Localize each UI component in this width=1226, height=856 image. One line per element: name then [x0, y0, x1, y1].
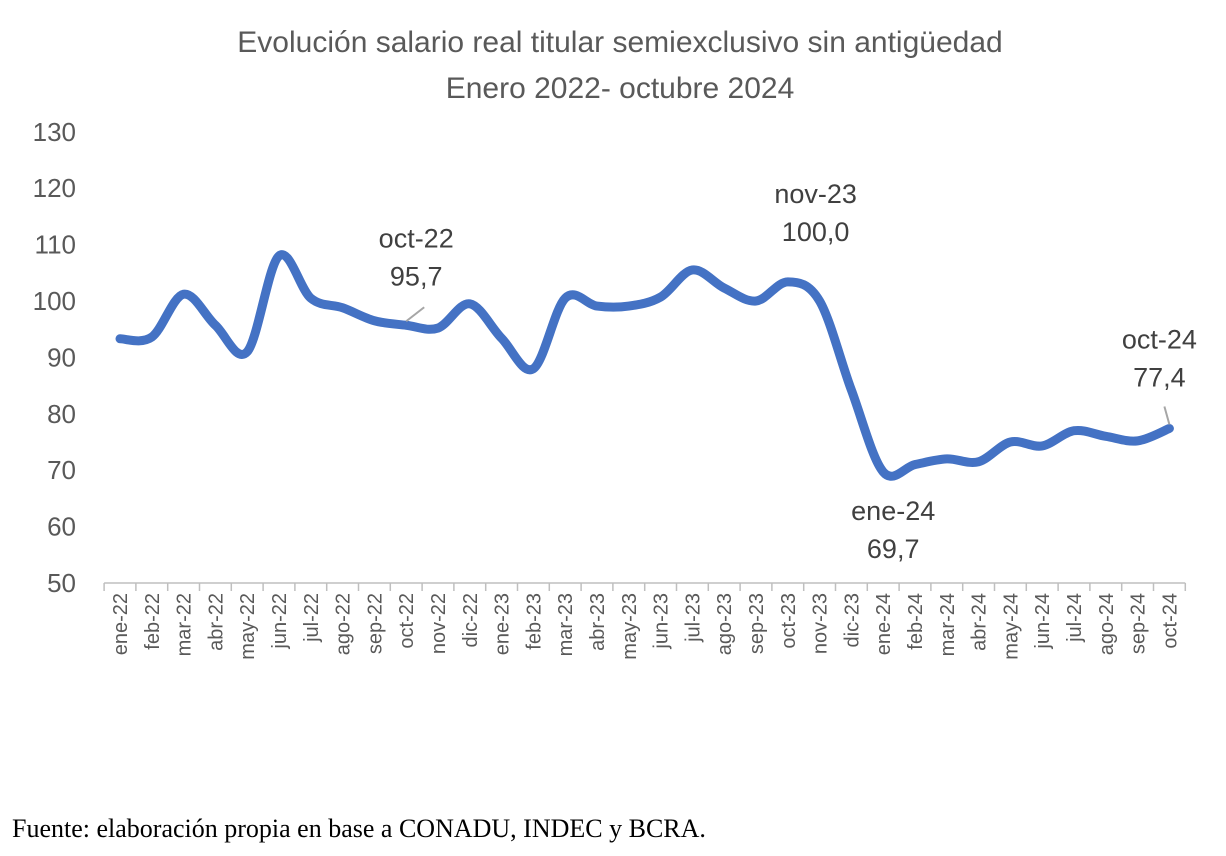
- y-tick-label: 120: [33, 173, 76, 203]
- chart-title: Evolución salario real titular semiexclu…: [237, 26, 1002, 59]
- source-note: Fuente: elaboración propia en base a CON…: [12, 814, 706, 843]
- x-tick-label: jun-24: [1032, 593, 1054, 650]
- x-tick-label: jul-24: [1064, 593, 1086, 643]
- annotation-leader-line: [1163, 406, 1171, 425]
- series-line: [115, 250, 1174, 481]
- x-tick-label: ene-22: [110, 593, 132, 655]
- annotation-label: oct-22: [379, 223, 454, 253]
- x-tick-label: dic-22: [460, 593, 482, 647]
- x-tick-label: mar-24: [937, 593, 959, 656]
- x-tick-label: feb-22: [142, 593, 164, 650]
- x-tick-label: jul-22: [301, 593, 323, 643]
- annotation-value: 100,0: [782, 217, 850, 247]
- x-tick-label: jun-22: [269, 593, 291, 650]
- chart-subtitle: Enero 2022- octubre 2024: [446, 72, 795, 105]
- x-tick-label: ago-23: [714, 593, 736, 655]
- x-tick-label: mar-23: [555, 593, 577, 656]
- x-tick-label: oct-24: [1159, 593, 1181, 649]
- x-tick-label: ene-24: [873, 593, 895, 655]
- x-tick-label: sep-22: [364, 593, 386, 654]
- x-tick-label: feb-23: [523, 593, 545, 650]
- y-tick-label: 80: [47, 399, 76, 429]
- x-tick-label: feb-24: [905, 593, 927, 650]
- x-tick-label: mar-22: [174, 593, 196, 656]
- y-tick-label: 110: [35, 230, 76, 260]
- x-tick-label: nov-22: [428, 593, 450, 654]
- x-tick-label: ago-22: [333, 593, 355, 655]
- x-tick-label: may-22: [237, 593, 259, 660]
- x-tick-label: may-23: [619, 593, 641, 660]
- y-tick-label: 100: [33, 286, 76, 316]
- x-tick-label: may-24: [1000, 593, 1022, 660]
- annotation-label: ene-24: [851, 496, 935, 526]
- y-tick-label: 50: [47, 568, 76, 598]
- x-tick-label: sep-24: [1128, 593, 1150, 654]
- annotation-value: 69,7: [867, 534, 920, 564]
- annotation-value: 95,7: [390, 261, 443, 291]
- x-tick-label: abr-23: [587, 593, 609, 651]
- x-tick-label: ago-24: [1096, 593, 1118, 655]
- annotation-label: nov-23: [774, 179, 857, 209]
- x-tick-label: dic-23: [841, 593, 863, 647]
- x-tick-label: oct-23: [778, 593, 800, 649]
- x-tick-label: jun-23: [651, 593, 673, 650]
- x-tick-label: sep-23: [746, 593, 768, 654]
- x-tick-label: abr-24: [969, 593, 991, 651]
- y-tick-label: 60: [47, 512, 76, 542]
- y-tick-label: 130: [33, 117, 76, 147]
- x-tick-label: oct-22: [396, 593, 418, 649]
- x-tick-label: abr-22: [205, 593, 227, 651]
- annotation-leader-line: [405, 306, 425, 323]
- annotation-label: oct-24: [1122, 324, 1197, 354]
- x-tick-label: nov-23: [810, 593, 832, 654]
- y-tick-label: 90: [47, 342, 76, 372]
- y-tick-label: 70: [47, 455, 76, 485]
- x-tick-label: ene-23: [492, 593, 514, 655]
- x-tick-label: jul-23: [682, 593, 704, 643]
- annotation-value: 77,4: [1133, 362, 1186, 392]
